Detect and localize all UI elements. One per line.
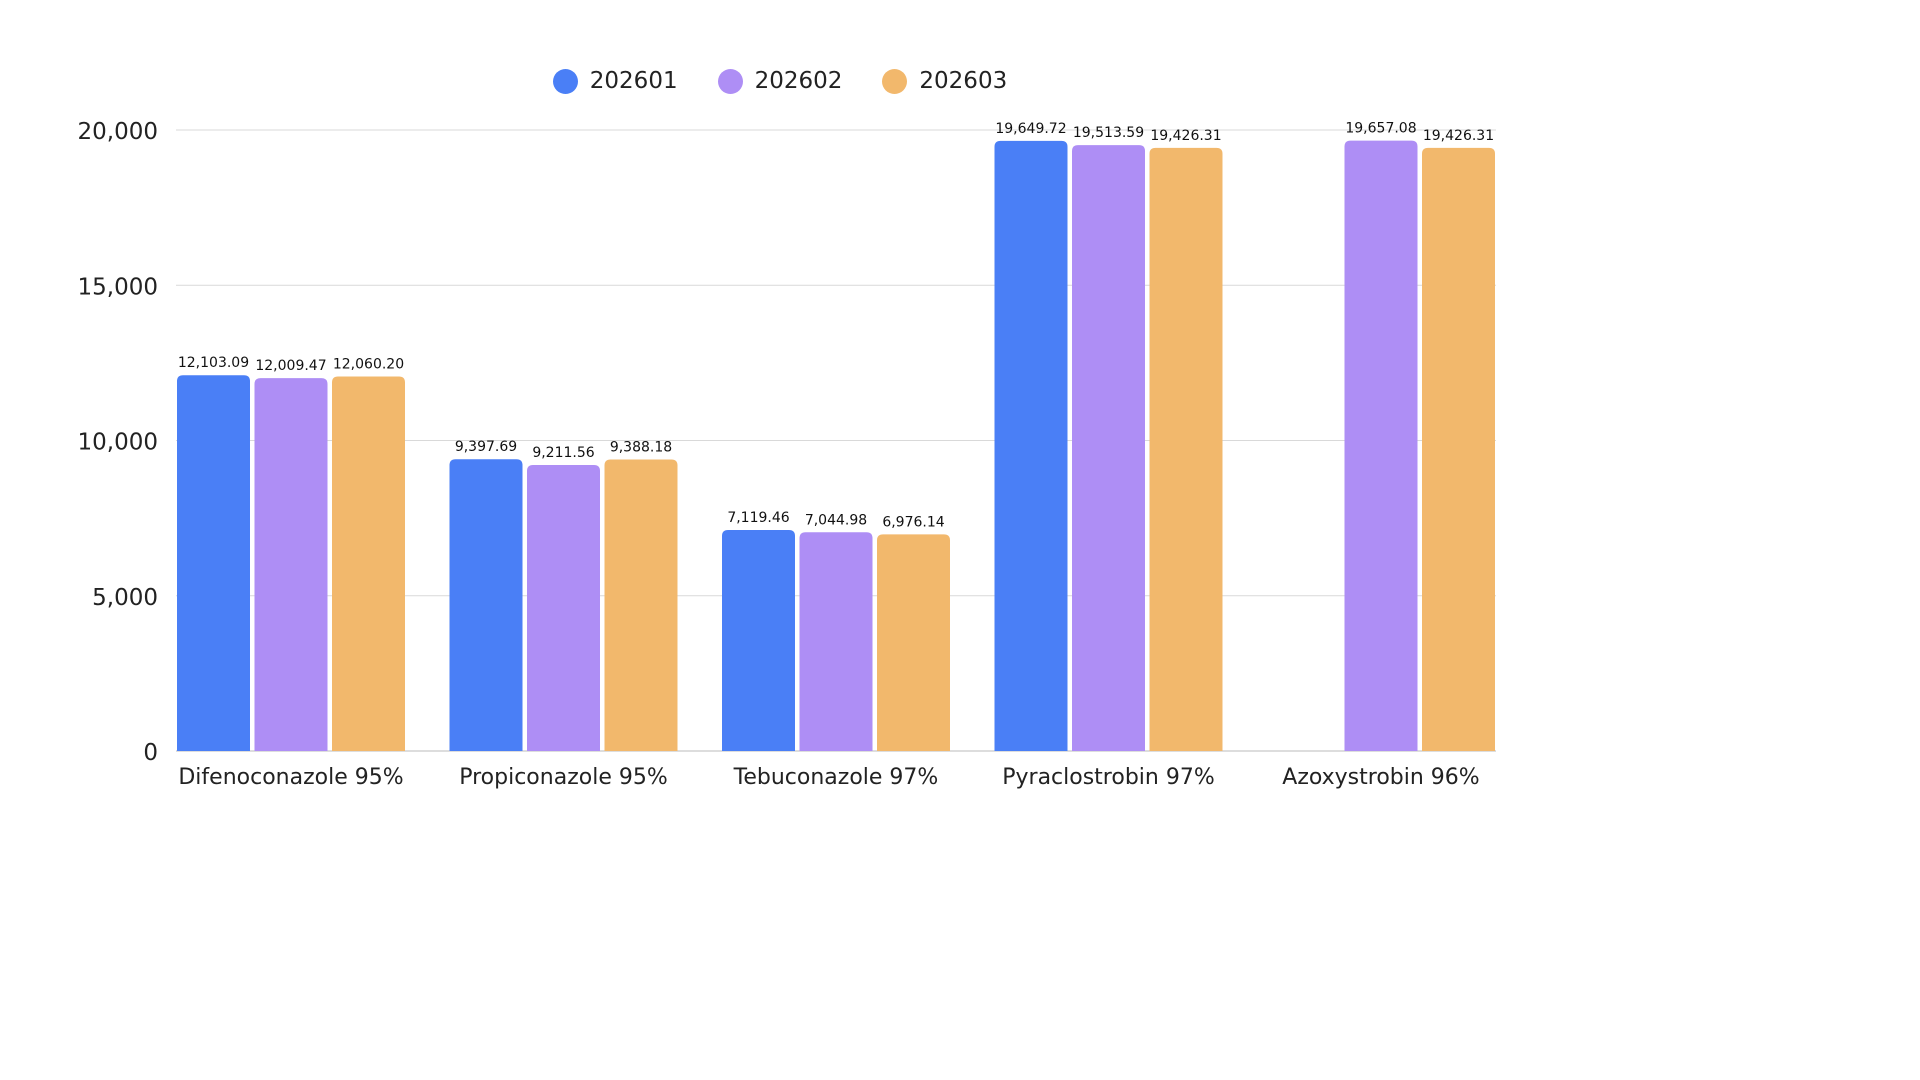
bar-202602 [799, 532, 873, 751]
data-label: 7,119.46 [727, 510, 789, 526]
y-tick-label: 10,000 [78, 430, 158, 456]
legend-swatch [717, 68, 743, 94]
data-label: 19,657.08 [1345, 121, 1416, 137]
data-label: 9,388.18 [610, 439, 672, 455]
data-label: 12,060.20 [333, 357, 404, 373]
x-tick-label: Tebuconazole 97% [733, 765, 939, 790]
bar-202602 [527, 464, 600, 751]
bar-202602 [1344, 140, 1418, 752]
legend-label: 202601 [589, 68, 678, 94]
data-label: 9,211.56 [532, 445, 594, 461]
data-label: 19,513.59 [1073, 125, 1144, 141]
bar-202603 [1149, 147, 1223, 751]
bar-202601 [722, 529, 795, 751]
data-label: 7,044.98 [805, 512, 867, 528]
data-label: 6,976.14 [882, 514, 944, 530]
bar-202601 [994, 140, 1068, 751]
data-label: 19,426.31 [1150, 128, 1221, 144]
data-label: 9,397.69 [455, 439, 517, 455]
bar-202603 [877, 534, 950, 751]
x-tick-label: Propiconazole 95% [459, 765, 668, 790]
bar-chart: 0 5,000 10,000 15,000 20,000 12,103.09 12,009.… [78, 119, 1496, 790]
x-tick-label: Azoxystrobin 96% [1282, 765, 1479, 790]
data-label: 19,649.72 [995, 121, 1066, 137]
legend-swatch [882, 68, 908, 94]
bar-202602 [1072, 145, 1145, 751]
data-label: 12,103.09 [178, 355, 249, 371]
y-tick-label: 0 [143, 740, 158, 766]
legend-item-202601[interactable]: 202601 [552, 68, 678, 94]
data-label: 19,426.31 [1423, 128, 1494, 144]
legend: 202601 202602 202603 [0, 68, 1560, 94]
bar-202603 [1422, 147, 1495, 751]
data-label: 12,009.47 [255, 358, 326, 374]
x-tick-label: Pyraclostrobin 97% [1002, 765, 1215, 790]
bar-202602 [254, 378, 328, 751]
legend-label: 202602 [754, 68, 843, 94]
bar-202601 [449, 459, 523, 751]
bar-202601 [177, 375, 250, 751]
legend-label: 202603 [919, 68, 1008, 94]
y-tick-label: 5,000 [92, 585, 158, 611]
x-tick-label: Difenoconazole 95% [178, 765, 403, 790]
legend-item-202603[interactable]: 202603 [882, 68, 1007, 94]
legend-swatch [552, 68, 578, 94]
legend-item-202602[interactable]: 202602 [717, 68, 843, 94]
y-tick-label: 20,000 [78, 119, 158, 145]
bar-202603 [604, 459, 678, 751]
bar-202603 [332, 376, 405, 751]
y-tick-label: 15,000 [78, 274, 158, 300]
